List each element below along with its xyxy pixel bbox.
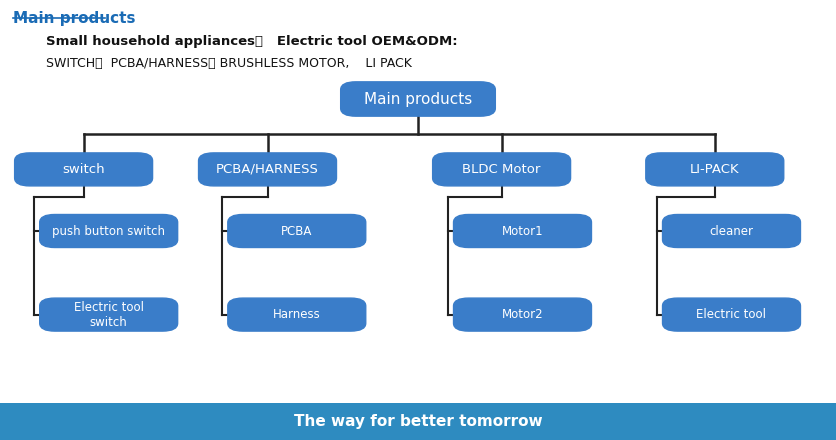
Text: Harness: Harness [273,308,321,321]
FancyBboxPatch shape [662,298,801,331]
FancyBboxPatch shape [433,153,570,186]
Text: SWITCH、  PCBA/HARNESS、 BRUSHLESS MOTOR,    LI PACK: SWITCH、 PCBA/HARNESS、 BRUSHLESS MOTOR, L… [46,57,412,70]
FancyBboxPatch shape [40,215,177,247]
Text: Main products: Main products [364,92,472,106]
Text: switch: switch [63,163,104,176]
Text: Electric tool
switch: Electric tool switch [74,301,144,329]
FancyBboxPatch shape [15,153,153,186]
Text: Small household appliances、   Electric tool OEM&ODM:: Small household appliances、 Electric too… [46,35,457,48]
Text: Motor2: Motor2 [502,308,543,321]
FancyBboxPatch shape [198,153,336,186]
Text: push button switch: push button switch [52,224,166,238]
FancyBboxPatch shape [453,215,592,247]
FancyBboxPatch shape [662,215,801,247]
FancyBboxPatch shape [453,298,592,331]
Text: The way for better tomorrow: The way for better tomorrow [293,414,543,429]
Text: Electric tool: Electric tool [696,308,767,321]
Text: LI-PACK: LI-PACK [690,163,740,176]
FancyBboxPatch shape [227,215,366,247]
Text: Main products: Main products [13,11,135,26]
FancyBboxPatch shape [645,153,784,186]
FancyBboxPatch shape [0,403,836,440]
Text: PCBA/HARNESS: PCBA/HARNESS [216,163,319,176]
FancyBboxPatch shape [40,298,177,331]
Text: PCBA: PCBA [281,224,313,238]
Text: Motor1: Motor1 [502,224,543,238]
Text: cleaner: cleaner [710,224,753,238]
Text: BLDC Motor: BLDC Motor [462,163,541,176]
FancyBboxPatch shape [227,298,366,331]
FancyBboxPatch shape [340,82,495,116]
